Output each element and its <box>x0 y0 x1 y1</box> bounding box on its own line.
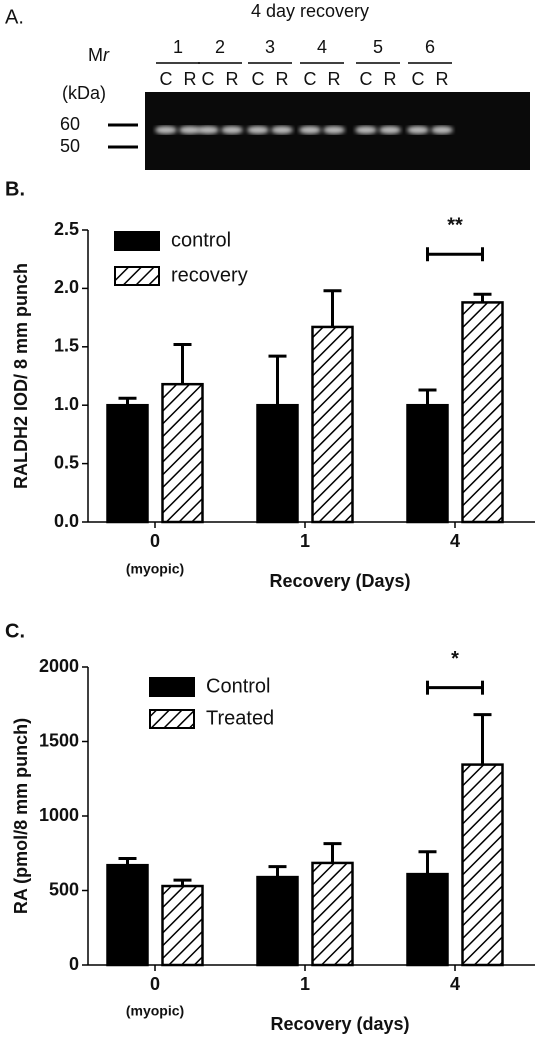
y-tick-label: 0 <box>69 954 79 974</box>
lane-condition: R <box>276 69 289 89</box>
y-axis-label: RA (pmol/8 mm punch) <box>11 718 31 914</box>
significance-label: * <box>451 648 459 670</box>
y-tick-label: 0.5 <box>54 452 79 472</box>
y-tick-label: 1000 <box>39 805 79 825</box>
y-tick-label: 1500 <box>39 730 79 750</box>
blot-band <box>299 126 321 134</box>
y-tick-label: 2000 <box>39 656 79 676</box>
y-tick-label: 2.0 <box>54 277 79 297</box>
y-tick-label: 500 <box>49 879 79 899</box>
panel-label: C. <box>5 620 25 642</box>
x-tick-label: 4 <box>450 531 460 551</box>
lane-label: 4 <box>317 37 327 57</box>
bar <box>256 875 299 967</box>
bar <box>311 861 354 967</box>
y-tick-label: 2.5 <box>54 219 79 239</box>
x-tick-label: 0 <box>150 974 160 994</box>
blot-band <box>197 126 219 134</box>
blot-band <box>323 126 345 134</box>
bar <box>406 403 449 524</box>
marker-label: 60 <box>60 114 80 134</box>
bar <box>161 382 204 524</box>
blot-band <box>379 126 401 134</box>
legend-swatch <box>149 709 195 729</box>
lane-label: 2 <box>215 37 225 57</box>
blot-title: 4 day recovery <box>251 1 369 21</box>
bar <box>406 872 449 967</box>
lane-condition: R <box>384 69 397 89</box>
y-tick-label: 0.0 <box>54 511 79 531</box>
bar <box>461 301 504 524</box>
legend-label: Control <box>206 675 270 697</box>
blot-band <box>179 126 201 134</box>
x-axis-label: Recovery (Days) <box>269 571 410 591</box>
lane-condition: R <box>328 69 341 89</box>
lane-condition: C <box>252 69 265 89</box>
blot-band <box>155 126 177 134</box>
category-note: (myopic) <box>126 1003 184 1019</box>
bar <box>106 863 149 967</box>
y-tick-label: 1.0 <box>54 394 79 414</box>
blot-band <box>221 126 243 134</box>
legend-label: Treated <box>206 707 274 729</box>
category-note: (myopic) <box>126 561 184 577</box>
x-tick-label: 1 <box>300 974 310 994</box>
lane-label: 5 <box>373 37 383 57</box>
lane-condition: C <box>160 69 173 89</box>
legend-label: recovery <box>171 264 248 286</box>
lane-label: 3 <box>265 37 275 57</box>
bar <box>161 884 204 967</box>
marker-label: 50 <box>60 136 80 156</box>
y-tick-label: 1.5 <box>54 336 79 356</box>
blot-band <box>407 126 429 134</box>
lane-condition: C <box>304 69 317 89</box>
mr-label: Mr <box>88 45 110 65</box>
lane-condition: C <box>360 69 373 89</box>
legend-swatch <box>114 231 160 251</box>
x-tick-label: 4 <box>450 974 460 994</box>
blot-band <box>355 126 377 134</box>
x-tick-label: 0 <box>150 531 160 551</box>
lane-label: 1 <box>173 37 183 57</box>
lane-condition: R <box>226 69 239 89</box>
blot-band <box>247 126 269 134</box>
bar <box>461 763 504 967</box>
bar <box>311 325 354 524</box>
blot-band <box>271 126 293 134</box>
panel-label: A. <box>5 6 24 28</box>
lane-label: 6 <box>425 37 435 57</box>
mr-unit: (kDa) <box>62 83 106 103</box>
panel-label: B. <box>5 178 25 200</box>
legend-label: control <box>171 229 231 251</box>
lane-condition: C <box>412 69 425 89</box>
legend-swatch <box>149 677 195 697</box>
significance-label: ** <box>447 215 463 237</box>
bar <box>256 403 299 524</box>
blot-band <box>431 126 453 134</box>
lane-condition: C <box>202 69 215 89</box>
legend-swatch <box>114 266 160 286</box>
bar <box>106 403 149 524</box>
x-tick-label: 1 <box>300 531 310 551</box>
lane-condition: R <box>184 69 197 89</box>
lane-condition: R <box>436 69 449 89</box>
x-axis-label: Recovery (days) <box>270 1014 409 1034</box>
y-axis-label: RALDH2 IOD/ 8 mm punch <box>11 263 31 489</box>
